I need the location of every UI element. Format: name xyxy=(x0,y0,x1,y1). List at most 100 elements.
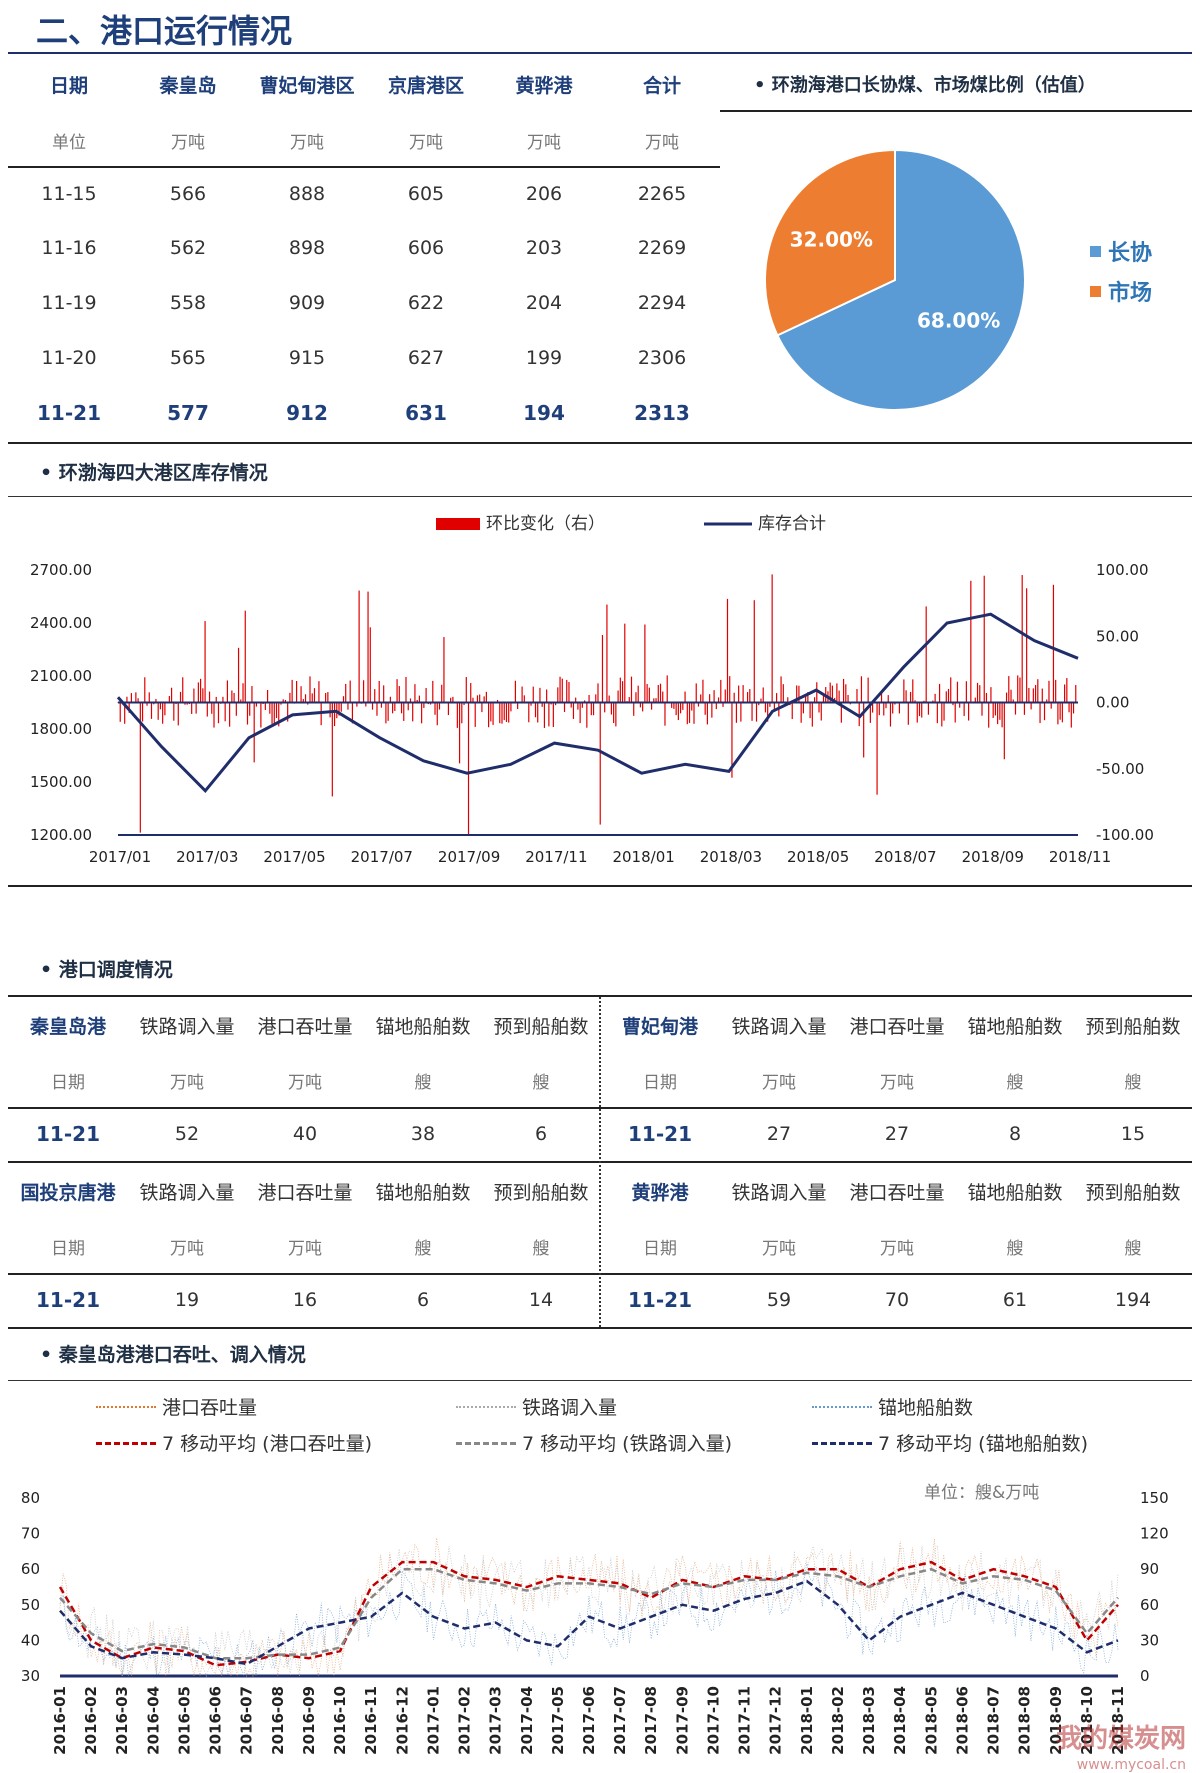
table-cell: 14 xyxy=(528,1289,554,1311)
table-cell: 606 xyxy=(407,236,445,259)
legend-label: 港口吞吐量 xyxy=(162,1397,258,1419)
table-cell: 61 xyxy=(1002,1289,1028,1311)
table-cell: 15 xyxy=(1120,1123,1146,1145)
dispatch-header-row: 国投京唐港 铁路调入量 港口吞吐量 锚地船舶数 预到船舶数 xyxy=(8,1163,600,1219)
table-cell: 秦皇岛 xyxy=(159,74,217,97)
table-cell: 预到船舶数 xyxy=(1085,1015,1181,1038)
dispatch-unit-row: 日期 万吨 万吨 艘 艘 xyxy=(8,1053,600,1107)
table-row: 11-15 566 888 605 206 2265 xyxy=(8,168,720,220)
table-cell: 艘 xyxy=(1124,1072,1142,1093)
inventory-title-underline xyxy=(8,496,1192,497)
y-left-tick-label: 1200.00 xyxy=(30,826,92,844)
table-cell: 38 xyxy=(410,1123,436,1145)
table-cell: 2306 xyxy=(637,346,687,369)
legend-label-total: 库存合计 xyxy=(758,514,826,534)
table-cell: 888 xyxy=(288,183,326,205)
dispatch-unit-row: 日期 万吨 万吨 艘 艘 xyxy=(600,1219,1192,1273)
legend-swatch xyxy=(812,1442,872,1445)
dispatch-separator xyxy=(599,997,601,1327)
x-tick-label: 2018-07 xyxy=(985,1686,1003,1755)
table-cell: 日期 xyxy=(49,74,88,97)
legend-swatch-change xyxy=(436,518,480,530)
table-cell: 万吨 xyxy=(645,132,679,153)
table-cell: 2294 xyxy=(637,291,687,314)
dispatch-bottom-line xyxy=(600,1161,1192,1163)
legend-swatch xyxy=(456,1442,516,1445)
x-tick-label: 2018-09 xyxy=(1047,1686,1065,1755)
x-tick-label: 2018-06 xyxy=(953,1686,971,1755)
table-cell: 19 xyxy=(174,1289,200,1311)
x-tick-label: 2017/11 xyxy=(525,848,587,866)
table-cell: 港口吞吐量 xyxy=(849,1015,945,1038)
x-tick-label: 2017-12 xyxy=(767,1686,785,1755)
table-cell: 铁路调入量 xyxy=(731,1015,827,1038)
x-tick-label: 2016-11 xyxy=(362,1686,380,1755)
y-left-tick-label: 80 xyxy=(21,1489,40,1507)
x-tick-label: 2017/03 xyxy=(176,848,238,866)
table-cell: 艘 xyxy=(414,1238,432,1259)
y-left-tick-label: 2700.00 xyxy=(30,561,92,579)
moving-average-line xyxy=(59,1567,1119,1660)
table-cell: 艘 xyxy=(532,1072,550,1093)
table-cell: 万吨 xyxy=(170,1072,204,1093)
legend-swatch xyxy=(96,1442,156,1445)
x-tick-label: 2018/09 xyxy=(962,848,1024,866)
table-cell: 2269 xyxy=(637,236,687,259)
x-tick-label: 2017-09 xyxy=(673,1686,691,1755)
x-tick-label: 2016-10 xyxy=(331,1686,349,1755)
x-tick-label: 2018-11 xyxy=(1109,1686,1127,1755)
dispatch-top-line xyxy=(8,995,1192,997)
dispatch-divider xyxy=(600,1107,1192,1109)
x-tick-label: 2016-08 xyxy=(269,1686,287,1755)
legend-label: 铁路调入量 xyxy=(522,1397,618,1419)
y-left-tick-label: 1800.00 xyxy=(30,720,92,738)
table-row: 11-19 558 909 622 204 2294 xyxy=(8,275,720,330)
legend-label: 7 移动平均 (铁路调入量) xyxy=(522,1433,732,1455)
pie-title-underline xyxy=(720,110,1192,112)
x-tick-label: 2017-06 xyxy=(580,1686,598,1755)
table-cell: 194 xyxy=(1114,1289,1152,1311)
table-cell: 万吨 xyxy=(880,1072,914,1093)
table-cell: 万吨 xyxy=(288,1072,322,1093)
table-cell: 日期 xyxy=(51,1072,85,1093)
qhd-title: • 秦皇岛港港口吞吐、调入情况 xyxy=(40,1344,306,1366)
x-tick-label: 2016-12 xyxy=(393,1686,411,1755)
table-cell: 605 xyxy=(407,183,445,205)
x-tick-label: 2018-10 xyxy=(1078,1686,1096,1755)
table-cell: 16 xyxy=(292,1289,318,1311)
x-tick-label: 2016-07 xyxy=(238,1686,256,1755)
table-cell: 万吨 xyxy=(762,1072,796,1093)
y-left-tick-label: 40 xyxy=(21,1631,40,1649)
x-tick-label: 2018-02 xyxy=(829,1686,847,1755)
dispatch-header-row: 曹妃甸港 铁路调入量 港口吞吐量 锚地船舶数 预到船舶数 xyxy=(600,997,1192,1053)
unit-note: 单位：艘&万吨 xyxy=(924,1483,1040,1503)
table-cell: 11-21 xyxy=(36,1122,100,1146)
table-cell: 日期 xyxy=(51,1238,85,1259)
table-row: 11-21 577 912 631 194 2313 xyxy=(8,385,720,440)
dispatch-table: 曹妃甸港 铁路调入量 港口吞吐量 锚地船舶数 预到船舶数 日期 万吨 万吨 艘 艘 11-21 27 2… xyxy=(600,997,1192,1161)
table-cell: 27 xyxy=(884,1123,910,1145)
table-cell: 日期 xyxy=(643,1238,677,1259)
inventory-line xyxy=(116,612,1079,794)
table-cell: 黄骅港 xyxy=(631,1181,689,1204)
table-cell: 59 xyxy=(766,1289,792,1311)
dispatch-divider xyxy=(600,1273,1192,1275)
table-cell: 锚地船舶数 xyxy=(375,1015,471,1038)
legend-swatch xyxy=(1090,286,1101,297)
x-tick-label: 2017-08 xyxy=(642,1686,660,1755)
dispatch-table: 黄骅港 铁路调入量 港口吞吐量 锚地船舶数 预到船舶数 日期 万吨 万吨 艘 艘 11-21 59 70… xyxy=(600,1163,1192,1327)
dispatch-divider xyxy=(8,1107,600,1109)
table-cell: 万吨 xyxy=(288,1238,322,1259)
x-tick-label: 2017-07 xyxy=(611,1686,629,1755)
table-cell: 6 xyxy=(416,1289,430,1311)
table-cell: 622 xyxy=(407,291,445,314)
table-cell: 单位 xyxy=(52,132,86,153)
y-right-tick-label: 90 xyxy=(1140,1560,1159,1578)
table-cell: 11-21 xyxy=(36,1288,100,1312)
table-row: 11-20 565 915 627 199 2306 xyxy=(8,330,720,385)
x-tick-label: 2017-01 xyxy=(424,1686,442,1755)
dispatch-title: • 港口调度情况 xyxy=(40,959,173,981)
table-divider xyxy=(8,166,720,168)
table-cell: 曹妃甸港区 xyxy=(259,74,355,97)
x-tick-label: 2017/07 xyxy=(351,848,413,866)
